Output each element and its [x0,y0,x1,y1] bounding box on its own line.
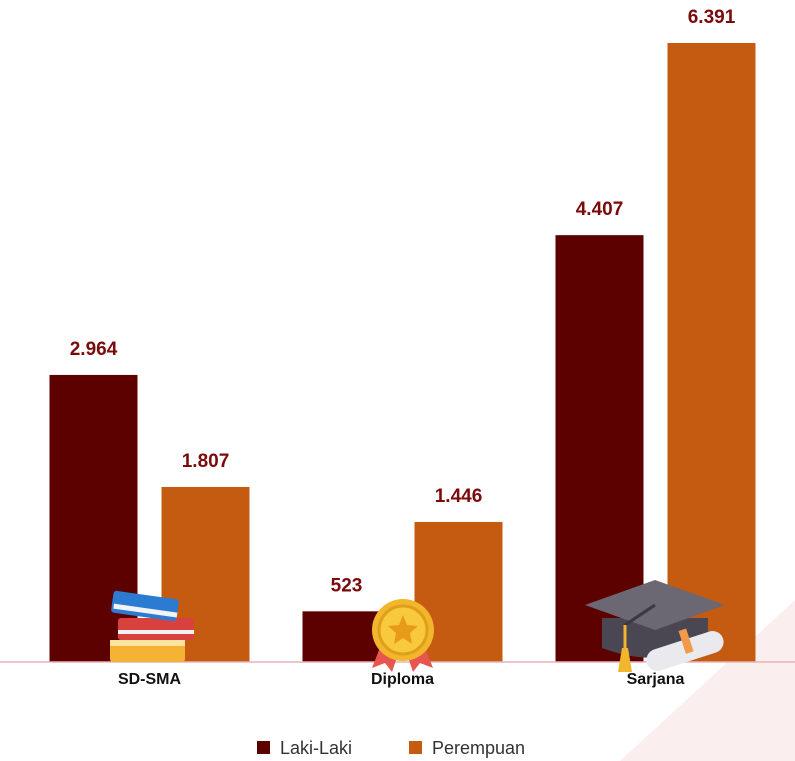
value-label: 6.391 [688,7,736,28]
x-tick-label: Sarjana [627,671,685,688]
value-label: 1.446 [435,486,483,507]
value-label: 1.807 [182,451,230,472]
bars [49,43,756,663]
bar [49,374,138,662]
legend-label: Laki-Laki [280,738,352,758]
legend: Laki-Laki Perempuan [257,738,525,758]
legend-swatch [257,741,270,754]
value-label: 523 [331,575,363,596]
graduation-icon [585,580,725,672]
books-icon [110,590,194,662]
value-label: 2.964 [70,339,118,360]
medal-icon [372,599,434,672]
x-tick-label: SD-SMA [118,671,182,688]
value-label: 4.407 [576,199,624,220]
legend-label: Perempuan [432,738,525,758]
bar [667,43,756,662]
x-tick-label: Diploma [371,671,434,688]
legend-swatch [409,741,422,754]
